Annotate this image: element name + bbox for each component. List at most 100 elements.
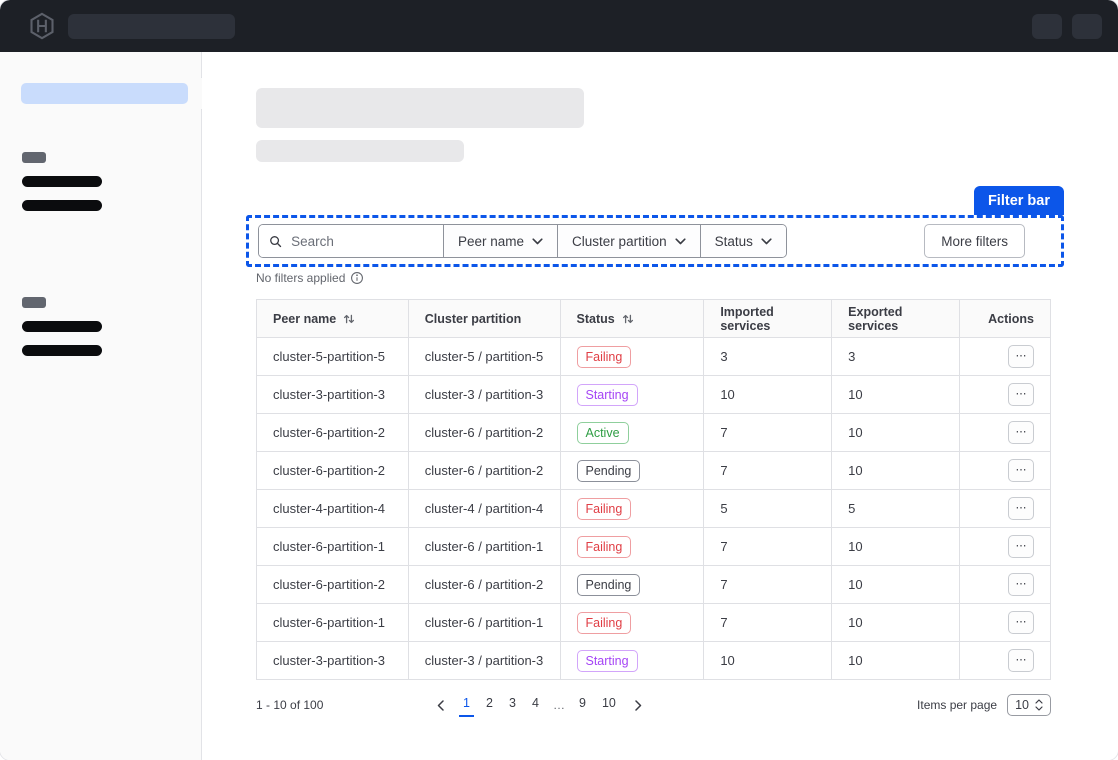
sidebar-item-skeleton (22, 321, 102, 332)
ellipsis-icon: ⋯ (1015, 578, 1027, 590)
status-dropdown[interactable]: Status (699, 225, 786, 257)
cell-actions: ⋯ (959, 603, 1051, 642)
ellipsis-icon: ⋯ (1015, 464, 1027, 476)
page-button-3[interactable]: 3 (505, 693, 520, 717)
status-badge: Pending (576, 573, 641, 596)
chevron-down-icon (532, 237, 543, 244)
table-row: cluster-6-partition-2 cluster-6 / partit… (256, 565, 1051, 604)
next-page-button[interactable] (628, 698, 648, 713)
chevron-down-icon (761, 237, 772, 244)
sort-icon[interactable] (342, 312, 356, 326)
topbar-button-skeleton (1072, 13, 1102, 39)
cell-peer-name: cluster-6-partition-1 (256, 527, 409, 566)
items-per-page-value: 10 (1015, 698, 1029, 712)
cell-status: Starting (559, 641, 705, 680)
cell-exported-services: 10 (831, 451, 961, 490)
search-field[interactable] (259, 225, 443, 257)
page-button-10[interactable]: 10 (598, 693, 620, 717)
row-actions-button[interactable]: ⋯ (1008, 497, 1034, 520)
cell-status: Failing (559, 527, 705, 566)
sidebar-active-item-skeleton (21, 83, 188, 104)
table-row: cluster-4-partition-4 cluster-4 / partit… (256, 489, 1051, 528)
row-actions-button[interactable]: ⋯ (1008, 611, 1034, 634)
row-actions-button[interactable]: ⋯ (1008, 535, 1034, 558)
cell-status: Failing (559, 603, 705, 642)
filter-bar: Peer name Cluster partition Status (246, 215, 1064, 267)
cell-exported-services: 10 (831, 527, 961, 566)
hashicorp-logo-icon (30, 12, 54, 40)
table-row: cluster-3-partition-3 cluster-3 / partit… (256, 375, 1051, 414)
cell-cluster-partition: cluster-6 / partition-1 (407, 603, 561, 642)
sidebar-item-skeleton (22, 200, 102, 211)
row-actions-button[interactable]: ⋯ (1008, 459, 1034, 482)
status-badge: Failing (576, 611, 632, 634)
sidebar (0, 52, 216, 760)
cell-cluster-partition: cluster-3 / partition-3 (407, 641, 561, 680)
column-label: Exported services (848, 304, 903, 333)
cell-actions: ⋯ (959, 451, 1051, 490)
cell-imported-services: 7 (703, 451, 833, 490)
column-label: Imported services (720, 304, 774, 333)
search-input[interactable] (289, 232, 433, 250)
annotation-label: Filter bar (973, 186, 1064, 215)
cell-exported-services: 10 (831, 603, 961, 642)
cell-peer-name: cluster-6-partition-2 (256, 413, 409, 452)
cell-actions: ⋯ (959, 527, 1051, 566)
row-actions-button[interactable]: ⋯ (1008, 383, 1034, 406)
cell-imported-services: 7 (703, 413, 833, 452)
peer-name-dropdown[interactable]: Peer name (443, 225, 558, 257)
cluster-partition-dropdown[interactable]: Cluster partition (557, 225, 700, 257)
cell-status: Active (559, 413, 705, 452)
cell-imported-services: 7 (703, 527, 833, 566)
row-actions-button[interactable]: ⋯ (1008, 649, 1034, 672)
chevron-left-icon (437, 699, 444, 711)
items-per-page: Items per page 10 (917, 694, 1051, 716)
table-row: cluster-6-partition-1 cluster-6 / partit… (256, 527, 1051, 566)
peers-table: Peer name Cluster partition Status Impor… (256, 299, 1051, 680)
cell-status: Pending (559, 451, 705, 490)
row-actions-button[interactable]: ⋯ (1008, 573, 1034, 596)
cell-actions: ⋯ (959, 413, 1051, 452)
pagination-bar: 1 - 10 of 100 1 2 3 4 … 9 10 Items per page 10 (256, 693, 1051, 717)
ellipsis-icon: ⋯ (1015, 388, 1027, 400)
status-badge: Failing (576, 535, 632, 558)
items-per-page-select[interactable]: 10 (1007, 694, 1051, 716)
stepper-chevrons-icon (1035, 699, 1043, 711)
status-badge: Starting (576, 649, 638, 672)
main-content: Filter bar Peer name (202, 52, 1118, 760)
cell-status: Starting (559, 375, 705, 414)
status-badge: Failing (576, 497, 632, 520)
cell-cluster-partition: cluster-6 / partition-1 (407, 527, 561, 566)
topbar-button-skeleton (1032, 13, 1062, 39)
info-icon[interactable] (350, 271, 364, 285)
cell-peer-name: cluster-5-partition-5 (256, 337, 409, 376)
previous-page-button[interactable] (431, 698, 451, 713)
more-filters-button[interactable]: More filters (924, 224, 1025, 258)
cell-actions: ⋯ (959, 337, 1051, 376)
cell-exported-services: 10 (831, 375, 961, 414)
ellipsis-icon: ⋯ (1015, 502, 1027, 514)
row-actions-button[interactable]: ⋯ (1008, 345, 1034, 368)
row-actions-button[interactable]: ⋯ (1008, 421, 1034, 444)
status-badge: Pending (576, 459, 641, 482)
table-row: cluster-6-partition-1 cluster-6 / partit… (256, 603, 1051, 642)
cell-actions: ⋯ (959, 375, 1051, 414)
cell-cluster-partition: cluster-6 / partition-2 (407, 413, 561, 452)
page-button-9[interactable]: 9 (575, 693, 590, 717)
top-nav-bar (0, 0, 1118, 52)
search-icon (270, 235, 282, 247)
status-badge: Starting (576, 383, 638, 406)
cell-cluster-partition: cluster-6 / partition-2 (407, 565, 561, 604)
page-button-4[interactable]: 4 (528, 693, 543, 717)
pagination-ellipsis: … (552, 698, 565, 712)
page-button-2[interactable]: 2 (482, 693, 497, 717)
topbar-right-controls (1032, 13, 1102, 39)
page-title-skeleton (256, 88, 584, 128)
chevron-down-icon (674, 237, 686, 244)
column-label: Actions (988, 311, 1034, 326)
table-row: cluster-3-partition-3 cluster-3 / partit… (256, 641, 1051, 680)
pagination-pages: 1 2 3 4 … 9 10 (431, 693, 648, 717)
sort-icon[interactable] (621, 312, 635, 326)
page-button-1[interactable]: 1 (458, 693, 474, 717)
